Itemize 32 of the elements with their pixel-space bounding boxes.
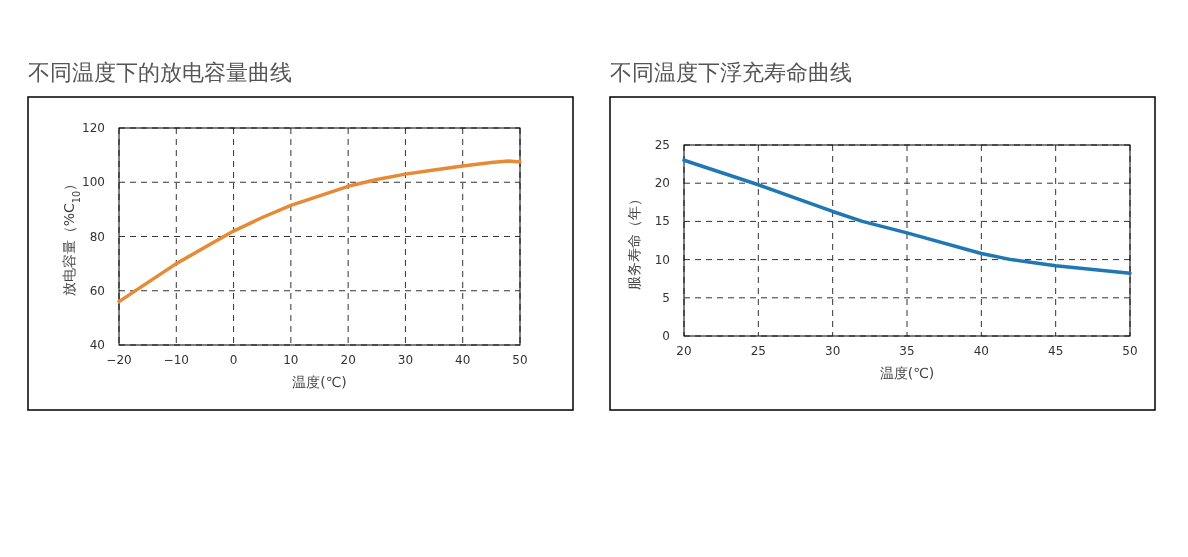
y-tick-label: 5 (662, 290, 670, 305)
x-tick-label: 10 (283, 353, 299, 367)
y-tick-label: 80 (89, 229, 105, 244)
x-tick-label: 25 (750, 344, 766, 358)
y-axis-title: 服务寿命（年） (626, 191, 642, 290)
x-axis-title: 温度(℃) (292, 374, 347, 390)
y-tick-label: 120 (82, 121, 105, 135)
x-tick-label: 0 (229, 353, 238, 367)
x-tick-label: 50 (512, 353, 528, 367)
chart-title: 不同温度下浮充寿命曲线 (610, 60, 852, 85)
x-tick-label: 40 (455, 353, 471, 367)
x-tick-label: 35 (899, 344, 915, 358)
x-tick-label: 50 (1122, 344, 1138, 358)
y-tick-label: 15 (654, 214, 670, 229)
x-tick-label: 30 (397, 353, 414, 367)
y-tick-label: 20 (654, 176, 670, 191)
chart-title: 不同温度下的放电容量曲线 (28, 60, 292, 85)
x-tick-label: 20 (340, 353, 356, 367)
x-tick-label: 45 (1048, 344, 1064, 358)
y-tick-label: 10 (654, 252, 670, 267)
line-series (117, 159, 522, 304)
y-tick-label: 60 (89, 283, 105, 298)
x-tick-label: 40 (973, 344, 989, 358)
x-tick-label: −20 (106, 353, 132, 367)
x-tick-label: 30 (825, 344, 841, 358)
y-tick-label: 0 (662, 329, 670, 343)
line-series (682, 158, 1132, 276)
x-tick-label: 20 (676, 344, 692, 358)
x-tick-label: −10 (163, 353, 189, 367)
y-tick-label: 100 (82, 175, 105, 190)
x-axis-title: 温度(℃) (879, 365, 935, 381)
y-tick-label: 25 (654, 138, 670, 152)
